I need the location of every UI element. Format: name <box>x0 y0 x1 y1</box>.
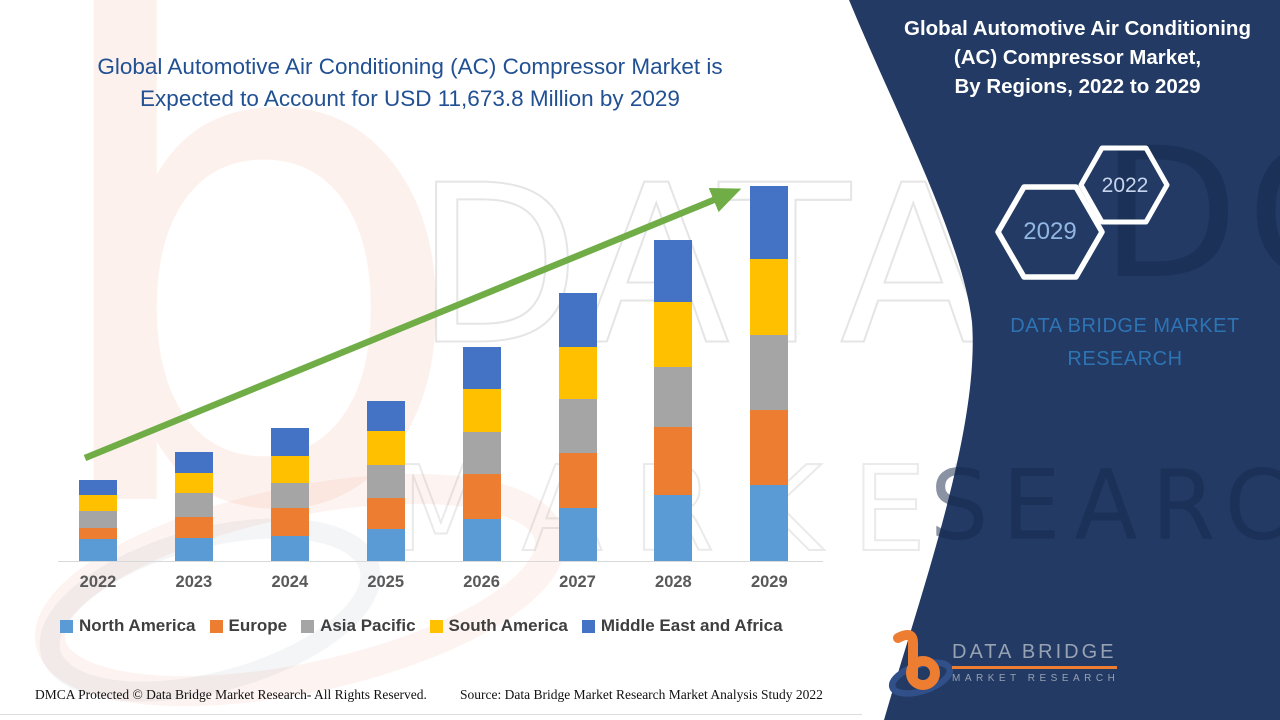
segment-north-america-2027 <box>558 508 597 561</box>
x-axis-label-2025: 2025 <box>367 573 405 591</box>
legend-item-middle-east-and-africa: Middle East and Africa <box>581 616 783 636</box>
stacked-bar-2028: 2028 <box>654 240 693 591</box>
panel-title-line3: By Regions, 2022 to 2029 <box>954 75 1201 98</box>
segment-south-america-2024 <box>270 456 309 483</box>
logo-name: DATA BRIDGE <box>952 641 1117 669</box>
legend-swatch-icon <box>209 619 223 633</box>
segment-south-america-2022 <box>79 495 117 511</box>
panel-title-line2: (AC) Compressor Market, <box>953 46 1202 69</box>
segment-asia-pacific-2028 <box>654 367 693 427</box>
segment-middle-east-and-africa-2024 <box>270 428 309 456</box>
stacked-bar-2027: 2027 <box>558 293 597 591</box>
segment-asia-pacific-2024 <box>270 483 309 508</box>
legend-swatch-icon <box>301 619 315 633</box>
legend-label: South America <box>448 616 568 635</box>
segment-europe-2023 <box>174 517 213 538</box>
segment-europe-2028 <box>654 427 693 495</box>
segment-north-america-2025 <box>366 529 405 561</box>
databridge-logo-mark <box>888 630 954 697</box>
segment-south-america-2025 <box>366 431 405 465</box>
segment-middle-east-and-africa-2023 <box>174 452 213 473</box>
segment-middle-east-and-africa-2027 <box>558 293 597 347</box>
segment-south-america-2029 <box>750 259 789 335</box>
stacked-bar-2024: 2024 <box>270 428 309 591</box>
segment-north-america-2029 <box>750 485 789 561</box>
segment-asia-pacific-2025 <box>366 465 405 498</box>
segment-europe-2026 <box>462 474 501 519</box>
segment-middle-east-and-africa-2022 <box>79 480 117 495</box>
segment-north-america-2024 <box>270 536 309 561</box>
segment-middle-east-and-africa-2026 <box>462 347 501 389</box>
segment-europe-2025 <box>366 498 405 529</box>
panel-title: Global Automotive Air Conditioning (AC) … <box>885 14 1270 101</box>
segment-north-america-2026 <box>462 519 501 561</box>
logo-tagline: MARKET RESEARCH <box>952 673 1120 684</box>
stacked-bar-2026: 2026 <box>462 347 501 591</box>
segment-south-america-2023 <box>174 473 213 493</box>
stacked-bar-2022: 2022 <box>79 480 117 591</box>
segment-europe-2029 <box>750 410 789 485</box>
segment-asia-pacific-2023 <box>174 493 213 517</box>
segment-middle-east-and-africa-2025 <box>366 401 405 431</box>
legend-label: Asia Pacific <box>320 616 416 635</box>
chart-headline-line2: Expected to Account for USD 11,673.8 Mil… <box>140 86 680 111</box>
x-axis-label-2029: 2029 <box>750 573 788 591</box>
panel-title-line1: Global Automotive Air Conditioning <box>904 17 1251 40</box>
x-axis-line <box>58 561 823 562</box>
source-text: Source: Data Bridge Market Research Mark… <box>460 687 823 702</box>
segment-europe-2027 <box>558 453 597 508</box>
segment-middle-east-and-africa-2029 <box>750 186 789 259</box>
x-axis-label-2023: 2023 <box>175 573 213 591</box>
legend-item-asia-pacific: Asia Pacific <box>301 616 416 636</box>
x-axis-label-2022: 2022 <box>79 573 117 591</box>
dmca-copyright-text: DMCA Protected © Data Bridge Market Rese… <box>35 687 427 702</box>
segment-asia-pacific-2029 <box>750 335 789 410</box>
segment-south-america-2026 <box>462 389 501 432</box>
panel-watermark-search: SEARCH <box>930 449 1280 562</box>
segment-north-america-2028 <box>654 495 693 561</box>
chart-headline: Global Automotive Air Conditioning (AC) … <box>60 51 760 115</box>
chart-headline-line1: Global Automotive Air Conditioning (AC) … <box>97 54 723 79</box>
stacked-bar-2023: 2023 <box>174 452 213 591</box>
panel-watermark-top: DGE <box>1100 110 1280 319</box>
segment-europe-2024 <box>270 508 309 536</box>
legend: North America Europe Asia Pacific South Ame… <box>60 616 783 636</box>
legend-label: Europe <box>228 616 288 635</box>
segment-asia-pacific-2026 <box>462 432 501 474</box>
segment-south-america-2027 <box>558 347 597 399</box>
databridge-logo-text: DATA BRIDGE MARKET RESEARCH <box>952 641 1119 684</box>
x-axis-label-2028: 2028 <box>655 573 692 591</box>
segment-asia-pacific-2027 <box>558 399 597 453</box>
segment-north-america-2023 <box>174 538 213 561</box>
x-axis-label-2024: 2024 <box>271 573 309 591</box>
legend-swatch-icon <box>60 619 73 633</box>
legend-swatch-icon <box>581 619 595 633</box>
plot-area: 2022 2023 2024 2025 2026 2027 2028 2029 <box>60 160 830 591</box>
segment-north-america-2022 <box>79 539 117 561</box>
stacked-bar-2029: 2029 <box>750 186 789 591</box>
legend-swatch-icon <box>429 619 443 633</box>
x-axis-label-2026: 2026 <box>463 573 500 591</box>
brand-wordmark: DATA BRIDGE MARKET RESEARCH <box>1010 315 1240 370</box>
hexagon-2029-label: 2029 <box>1023 218 1077 245</box>
legend-item-europe: Europe <box>209 616 288 636</box>
segment-europe-2022 <box>79 528 117 539</box>
segment-south-america-2028 <box>654 302 693 367</box>
x-axis-label-2027: 2027 <box>559 573 596 591</box>
legend-item-south-america: South America <box>429 616 568 636</box>
legend-label: Middle East and Africa <box>600 616 783 635</box>
stacked-bar-2025: 2025 <box>366 401 405 591</box>
hexagon-2022-label: 2022 <box>1101 174 1149 197</box>
legend-label: North America <box>79 616 196 635</box>
legend-item-north-america: North America <box>60 616 196 636</box>
footer-divider <box>0 714 862 715</box>
segment-asia-pacific-2022 <box>79 511 117 528</box>
segment-middle-east-and-africa-2028 <box>654 240 693 302</box>
